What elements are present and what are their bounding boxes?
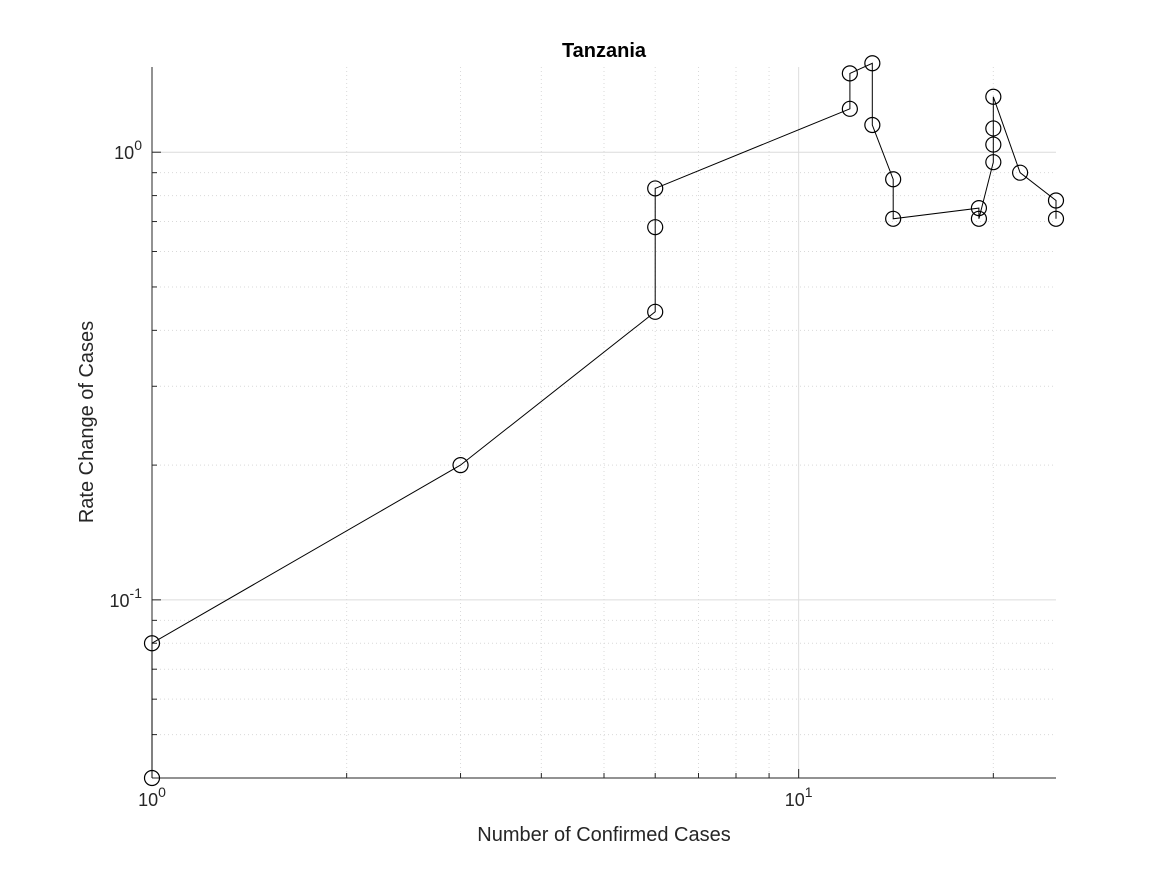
chart-title: Tanzania (562, 40, 647, 62)
data-point-marker (885, 171, 902, 188)
data-point-marker (1047, 192, 1065, 209)
data-point-marker (841, 65, 858, 82)
data-point-marker (647, 219, 664, 236)
x-axis-label: Number of Confirmed Cases (477, 824, 730, 846)
tick-labels: 100 101 10-1 100 (110, 137, 813, 810)
data-point-marker (985, 136, 1002, 153)
data-point-marker (985, 88, 1002, 105)
data-point-marker (1011, 164, 1029, 181)
series-layer (143, 55, 1065, 787)
data-point-marker (985, 120, 1002, 137)
data-point-marker (985, 154, 1002, 171)
data-point-marker (864, 55, 881, 72)
data-point-marker (841, 100, 858, 117)
data-point-marker (1047, 210, 1065, 227)
series-line (151, 62, 1057, 778)
data-point-marker (864, 116, 881, 134)
data-point-marker (143, 635, 161, 652)
data-point-marker (970, 200, 988, 217)
x-tick-label: 100 (138, 784, 166, 810)
data-point-marker (143, 769, 161, 787)
y-axis-label: Rate Change of Cases (76, 321, 98, 523)
y-tick-label: 10-1 (110, 585, 143, 611)
data-point-marker (452, 457, 469, 474)
data-point-marker (970, 210, 988, 227)
data-point-marker (647, 303, 664, 320)
x-tick-label: 101 (785, 784, 813, 810)
data-point-marker (885, 210, 902, 227)
data-point-marker (647, 180, 664, 197)
y-tick-label: 100 (114, 137, 142, 163)
